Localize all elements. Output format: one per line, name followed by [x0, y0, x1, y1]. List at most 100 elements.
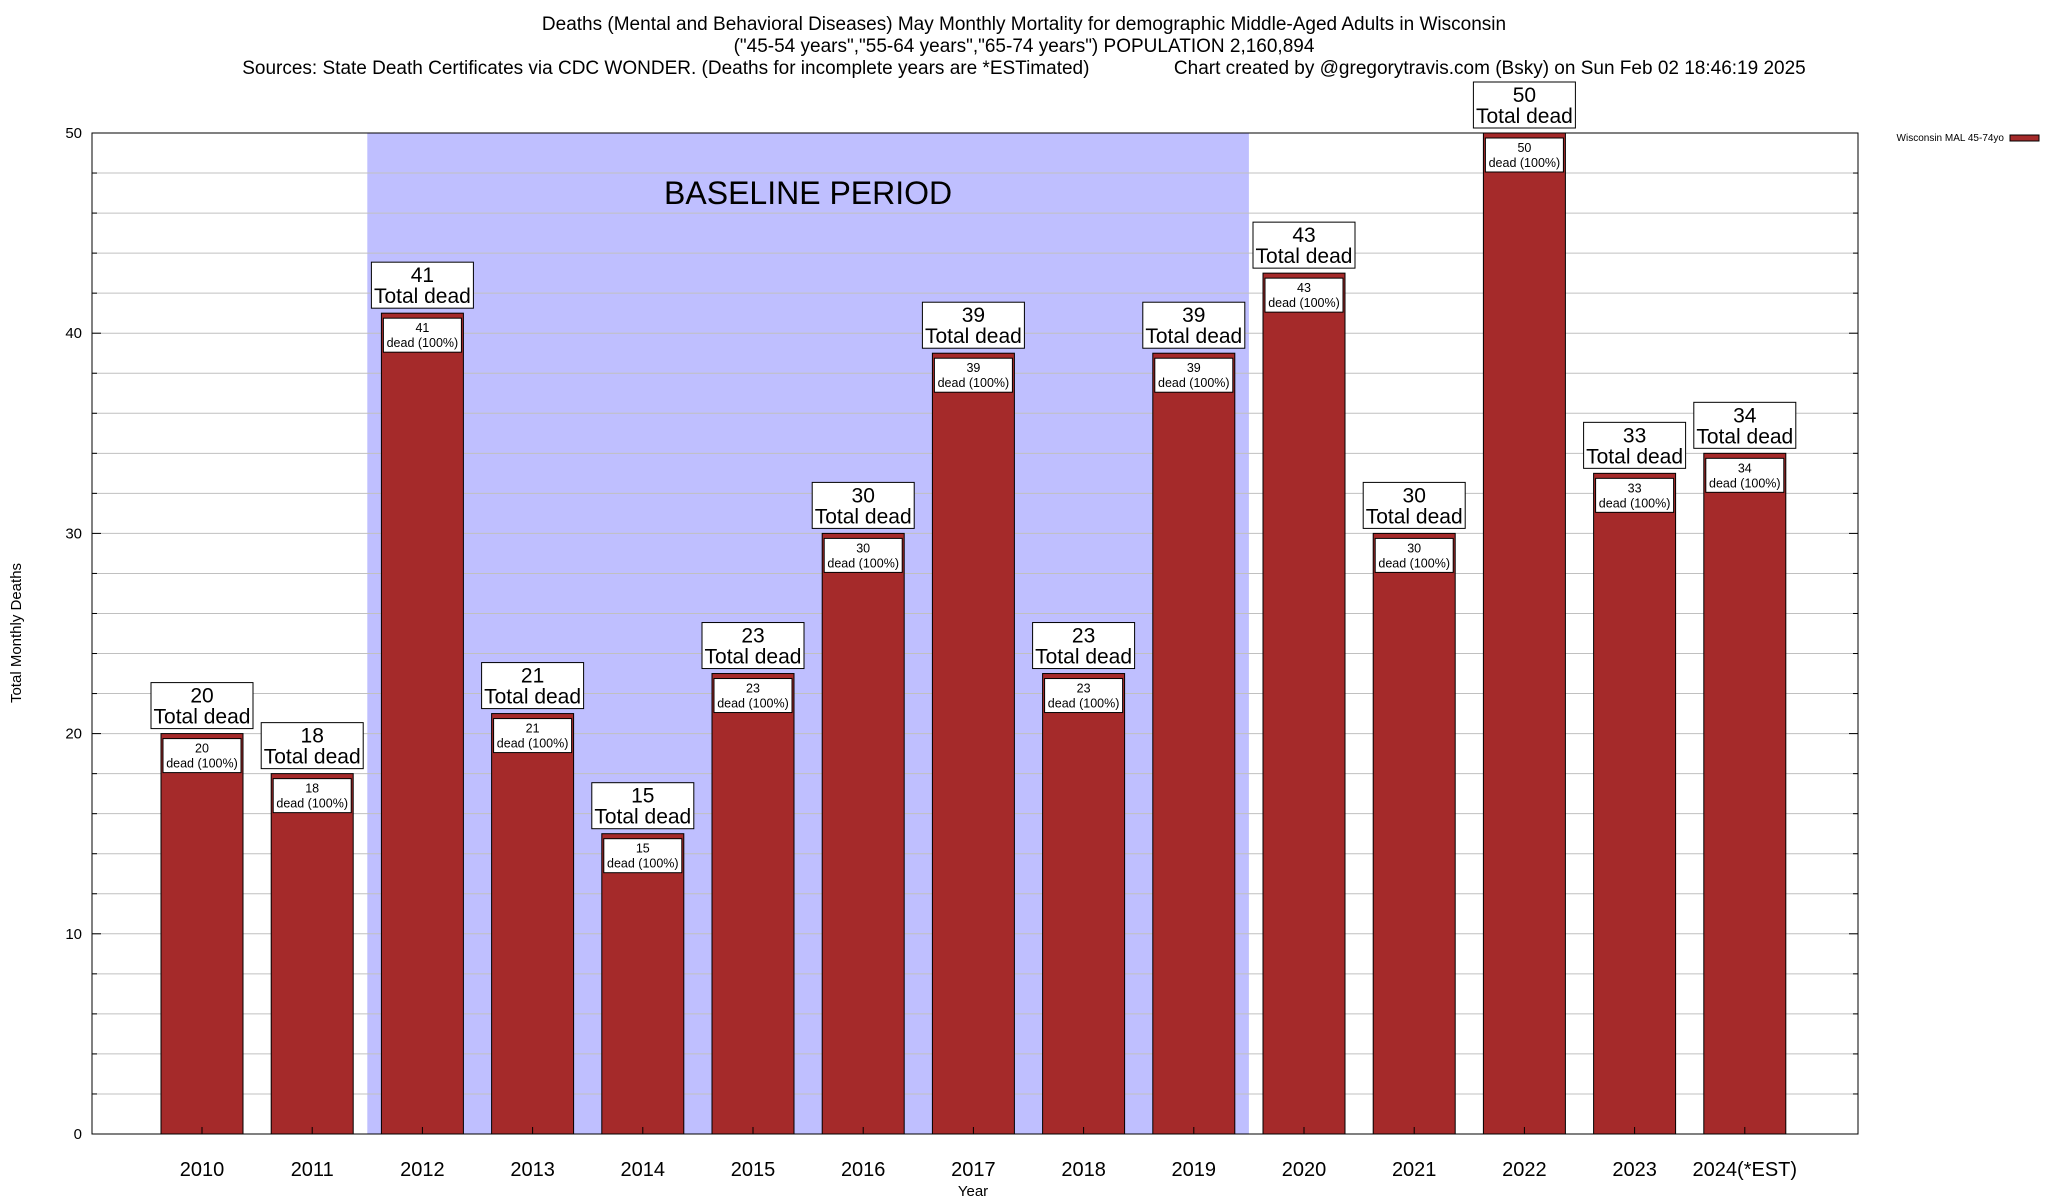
segment-percent-label: dead (100%) [938, 376, 1010, 390]
total-dead-label: Total dead [1256, 245, 1353, 268]
segment-percent-label: dead (100%) [1268, 296, 1340, 310]
segment-value-label: 20 [195, 742, 209, 756]
y-tick-label: 40 [65, 325, 82, 342]
total-dead-label: Total dead [1696, 425, 1793, 448]
total-dead-label: Total dead [1145, 325, 1242, 348]
bar [1482, 132, 1566, 1135]
total-dead-label: Total dead [925, 325, 1022, 348]
bar [821, 532, 905, 1135]
total-dead-label: Total dead [1586, 445, 1683, 468]
segment-label-box [1374, 537, 1454, 573]
y-axis-title: Total Monthly Deaths [8, 563, 25, 703]
x-tick-label: 2011 [291, 1159, 334, 1181]
segment-percent-label: dead (100%) [1378, 556, 1450, 570]
bar [1262, 272, 1346, 1135]
segment-label-box [382, 317, 462, 353]
segment-percent-label: dead (100%) [607, 857, 679, 871]
total-value-label: 30 [852, 484, 875, 507]
total-dead-label: Total dead [594, 806, 691, 829]
chart-sources-line: Sources: State Death Certificates via CD… [0, 58, 2048, 80]
segment-value-label: 23 [1077, 682, 1091, 696]
total-dead-label: Total dead [705, 646, 802, 669]
segment-percent-label: dead (100%) [166, 757, 238, 771]
segment-label-box [1484, 137, 1564, 173]
chart-header: Deaths (Mental and Behavioral Diseases) … [0, 14, 2048, 80]
bar [1152, 352, 1236, 1135]
total-dead-label: Total dead [374, 285, 471, 308]
total-dead-label: Total dead [264, 746, 361, 769]
total-label-box [1583, 421, 1687, 469]
segment-percent-label: dead (100%) [717, 697, 789, 711]
total-dead-label: Total dead [1366, 505, 1463, 528]
total-dead-label: Total dead [1476, 105, 1573, 128]
segment-value-label: 33 [1628, 481, 1642, 495]
total-label-box [150, 682, 254, 730]
y-tick-label: 0 [74, 1126, 82, 1143]
segment-label-box [603, 838, 683, 874]
x-axis-title: Year [958, 1183, 988, 1200]
segment-percent-label: dead (100%) [1158, 376, 1230, 390]
total-label-box [921, 301, 1025, 349]
total-dead-label: Total dead [815, 505, 912, 528]
plot-border [91, 132, 1859, 1135]
total-label-box [1252, 221, 1356, 269]
x-tick-label: 2023 [1612, 1159, 1657, 1181]
segment-percent-label: dead (100%) [276, 797, 348, 811]
total-value-label: 20 [190, 685, 213, 708]
x-tick-label: 2020 [1282, 1159, 1327, 1181]
segment-value-label: 39 [966, 361, 980, 375]
y-tick-label: 10 [65, 926, 82, 943]
bar [931, 352, 1015, 1135]
total-label-box [1362, 481, 1466, 529]
segment-label-box [823, 537, 903, 573]
y-tick-label: 50 [65, 125, 82, 142]
segment-label-box [1705, 457, 1785, 493]
total-label-box [811, 481, 915, 529]
total-label-box [1142, 301, 1246, 349]
total-value-label: 30 [1403, 484, 1426, 507]
segment-percent-label: dead (100%) [497, 737, 569, 751]
total-label-box [1032, 622, 1136, 670]
x-tick-label: 2022 [1502, 1159, 1547, 1181]
bar [711, 673, 795, 1135]
segment-label-box [713, 678, 793, 714]
total-dead-label: Total dead [154, 706, 251, 729]
x-tick-label: 2010 [180, 1159, 225, 1181]
segment-value-label: 18 [305, 782, 319, 796]
y-tick-label: 20 [65, 726, 82, 743]
total-value-label: 23 [741, 625, 764, 648]
segment-label-box [1264, 277, 1344, 313]
x-tick-label: 2018 [1061, 1159, 1106, 1181]
bar [601, 833, 685, 1135]
segment-label-box [162, 738, 242, 774]
segment-value-label: 15 [636, 842, 650, 856]
legend-label: Wisconsin MAL 45-74yo [1897, 133, 2005, 144]
bar [160, 733, 244, 1135]
x-tick-label: 2019 [1172, 1159, 1217, 1181]
x-tick-label: 2015 [731, 1159, 776, 1181]
chart-credit: Chart created by @gregorytravis.com (Bsk… [1173, 58, 1806, 79]
total-label-box [701, 622, 805, 670]
total-label-box [481, 662, 585, 710]
chart-title: Deaths (Mental and Behavioral Diseases) … [541, 14, 1507, 35]
total-value-label: 34 [1733, 404, 1757, 427]
segment-value-label: 43 [1297, 281, 1311, 295]
total-value-label: 39 [1182, 304, 1205, 327]
total-value-label: 33 [1623, 424, 1646, 447]
total-value-label: 41 [411, 264, 434, 287]
total-value-label: 50 [1513, 84, 1536, 107]
total-value-label: 18 [301, 725, 324, 748]
segment-percent-label: dead (100%) [1599, 496, 1671, 510]
segment-value-label: 39 [1187, 361, 1201, 375]
segment-label-box [493, 718, 573, 754]
segment-value-label: 41 [415, 321, 429, 335]
segment-value-label: 50 [1517, 141, 1531, 155]
x-tick-label: 2012 [400, 1159, 445, 1181]
x-tick-label: 2014 [621, 1159, 666, 1181]
legend-swatch [2009, 134, 2040, 142]
total-label-box [260, 722, 364, 770]
bar [1703, 452, 1787, 1135]
segment-percent-label: dead (100%) [1489, 156, 1561, 170]
x-tick-label: 2021 [1392, 1159, 1437, 1181]
